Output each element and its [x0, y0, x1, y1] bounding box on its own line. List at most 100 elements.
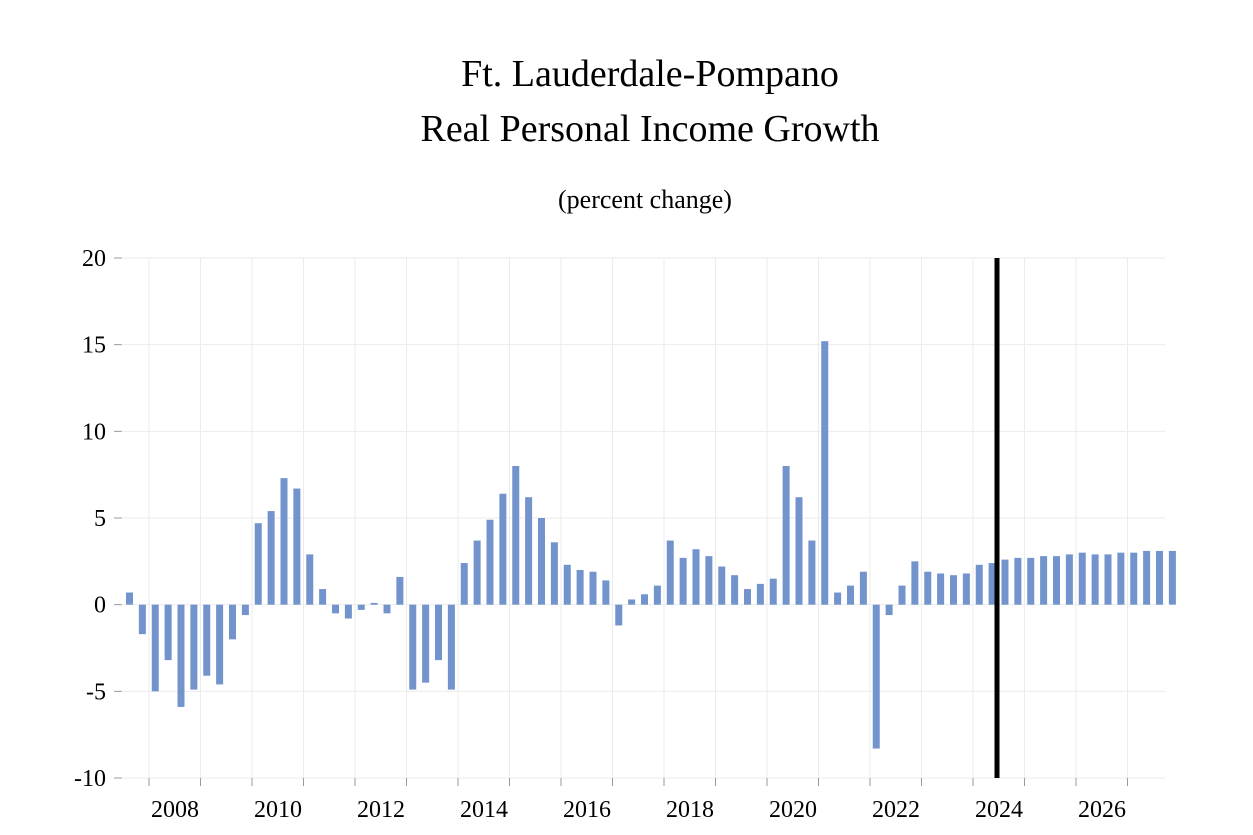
bar: [975, 564, 983, 605]
bar: [190, 604, 198, 690]
bar: [1091, 554, 1099, 605]
bar: [718, 566, 726, 605]
bar: [666, 540, 674, 605]
x-tick-label: 2008: [151, 797, 199, 823]
bar: [138, 604, 146, 635]
bar: [615, 604, 623, 626]
bar: [808, 540, 816, 605]
bar: [859, 571, 867, 605]
grid-lines: [123, 257, 1165, 779]
bar: [319, 589, 327, 605]
bar: [744, 589, 751, 605]
bar: [267, 511, 275, 605]
bar: [473, 540, 481, 605]
bar: [911, 561, 919, 605]
bar: [988, 563, 996, 605]
bar: [344, 604, 352, 619]
bar: [756, 583, 764, 605]
bar: [641, 594, 648, 605]
bar: [679, 557, 687, 605]
x-tick-label: 2026: [1078, 797, 1126, 823]
bar: [1168, 550, 1176, 605]
bar: [254, 523, 262, 605]
bar: [1130, 552, 1138, 605]
bar: [409, 604, 417, 690]
bar: [885, 604, 893, 616]
bar: [769, 578, 777, 605]
x-tick-label: 2016: [563, 797, 611, 823]
bar: [499, 493, 507, 605]
bar: [1104, 554, 1112, 605]
bar: [164, 604, 172, 661]
x-tick-label: 2024: [975, 797, 1023, 823]
chart-units-note: (percent change): [558, 185, 732, 214]
x-axis: 2008 2010 2012 2014 2016 2018 2020 2022 2024 2026: [148, 778, 1128, 823]
bar: [126, 592, 133, 605]
bar: [306, 554, 314, 605]
chart-title: Ft. Lauderdale-Pompano: [461, 53, 839, 95]
x-tick-label: 2010: [254, 797, 302, 823]
bar: [872, 604, 880, 749]
bar: [962, 573, 970, 605]
bar: [512, 466, 520, 605]
bar: [653, 585, 661, 605]
y-tick-label: 15: [82, 333, 106, 359]
bar: [332, 604, 339, 614]
y-tick-label: 20: [82, 246, 106, 272]
bar: [834, 592, 842, 605]
bar: [1027, 557, 1035, 605]
bar: [602, 580, 610, 605]
bar: [589, 571, 597, 605]
bar: [563, 564, 571, 605]
x-tick-label: 2014: [460, 797, 508, 823]
bar: [628, 599, 636, 605]
y-tick-label: 10: [82, 419, 106, 445]
bar: [550, 542, 558, 605]
bar: [898, 585, 906, 605]
bar: [486, 519, 494, 605]
bar: [241, 604, 249, 616]
bar: [1143, 550, 1151, 605]
bar: [847, 585, 854, 605]
bar: [782, 466, 790, 605]
x-tick-label: 2012: [357, 797, 405, 823]
bar: [692, 549, 700, 605]
bar: [396, 576, 404, 605]
bar: [821, 341, 829, 605]
bar: [460, 563, 468, 605]
x-tick-label: 2020: [769, 797, 817, 823]
bar: [422, 604, 430, 683]
bar: [1156, 550, 1163, 605]
bar: [280, 478, 288, 605]
chart-subtitle: Real Personal Income Growth: [420, 108, 880, 150]
y-axis: 20 15 10 5 0 -5 -10: [74, 246, 122, 792]
y-tick-label: 0: [94, 593, 106, 619]
bar: [1117, 552, 1125, 605]
bar: [576, 570, 584, 605]
bar: [731, 575, 739, 605]
y-tick-label: -10: [74, 766, 106, 792]
bar: [203, 604, 211, 676]
bar: [1040, 556, 1048, 605]
y-tick-label: -5: [86, 679, 106, 705]
bar: [370, 602, 378, 605]
bar: [795, 497, 803, 605]
bar: [357, 604, 365, 610]
y-tick-label: 5: [94, 506, 106, 532]
bar: [538, 518, 545, 605]
x-tick-label: 2018: [666, 797, 714, 823]
bar: [177, 604, 185, 707]
bar: [293, 488, 301, 605]
bar: [1001, 559, 1009, 605]
bar: [1014, 557, 1022, 605]
bar: [1065, 554, 1073, 605]
bar: [937, 573, 945, 605]
bar: [151, 604, 159, 692]
bar: [216, 604, 224, 685]
bar: [1053, 556, 1060, 605]
bar: [705, 556, 713, 605]
bar: [229, 604, 236, 640]
bar: [1078, 552, 1086, 605]
bar: [525, 497, 533, 605]
